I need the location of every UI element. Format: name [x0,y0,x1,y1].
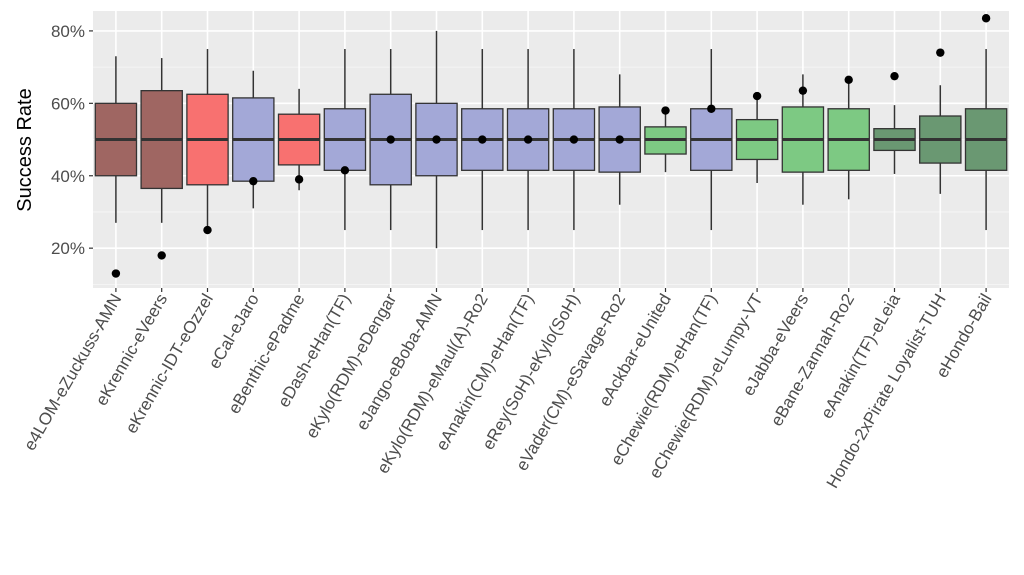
data-point [844,75,853,84]
box-group [506,49,550,231]
data-point [432,135,441,144]
data-point [569,135,579,144]
data-point [707,104,716,113]
y-tick-label: 60% [51,94,85,113]
box-group [415,30,458,249]
y-tick-label: 80% [51,22,85,41]
data-point [752,91,762,101]
data-point [798,86,808,95]
box-group [552,49,596,231]
box-group [232,70,275,209]
box-group [964,14,1008,231]
box-series [94,14,1008,278]
data-point [111,269,121,278]
box-group [644,106,687,173]
x-tick-label: eBane-Zannah-Ro2 [767,291,858,430]
data-point [890,71,899,81]
box-group [369,49,412,231]
data-point [936,48,945,57]
data-point [249,176,258,186]
plot-panel [93,11,1009,288]
box-group [461,49,504,231]
data-point [340,166,350,175]
data-point [615,135,624,144]
data-point [157,251,166,260]
data-point [478,135,487,144]
box-group [323,49,367,231]
data-point [661,106,670,115]
y-axis: 20% 40% 60% 80% [51,22,93,258]
box-group [735,91,779,183]
box-group [690,49,733,231]
y-axis-title: Success Rate [14,88,36,211]
box-group [873,71,916,174]
data-point [294,175,304,184]
box-group [186,49,229,235]
box-group [919,48,962,194]
box-group [827,75,870,200]
box-group [94,56,138,278]
box-group [781,74,825,205]
x-axis: e4LOM-eZuckuss-AMNeKrennic-eVeerseKrenni… [20,288,996,491]
y-tick-label: 40% [51,167,85,186]
y-tick-label: 20% [51,239,85,258]
box-group [140,58,183,260]
box-group [277,88,321,191]
x-tick-label: eJango-eBoba-AMN [352,291,445,434]
data-point [203,225,212,235]
data-point [523,135,533,144]
box-group [598,74,641,205]
data-point [386,135,395,144]
x-tick-label: eKrennic-IDT-eOzzel [122,291,217,437]
data-point [981,14,991,23]
